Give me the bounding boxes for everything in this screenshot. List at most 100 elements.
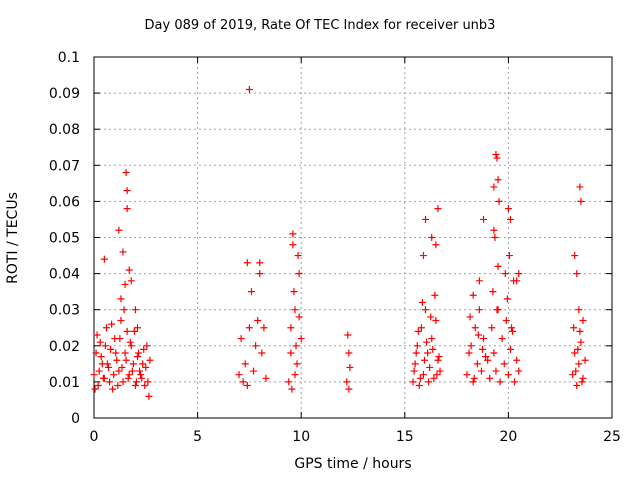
data-point xyxy=(145,392,153,400)
data-point xyxy=(415,382,423,390)
data-point xyxy=(127,342,135,350)
data-point xyxy=(119,378,127,386)
data-point xyxy=(422,306,430,314)
data-point xyxy=(344,331,352,339)
y-tick-label: 0.03 xyxy=(49,303,80,319)
data-point xyxy=(105,363,113,371)
data-point xyxy=(295,313,303,321)
x-tick-label: 5 xyxy=(193,429,202,445)
data-point xyxy=(125,266,133,274)
data-point xyxy=(291,371,299,379)
y-tick-label: 0.06 xyxy=(49,194,80,210)
data-point xyxy=(247,288,255,296)
data-point xyxy=(288,385,296,393)
data-point xyxy=(469,291,477,299)
tick-labels: 0 5 10 15 20 25 0 0.01 0.02 0.03 0.04 0.05 0.06 0.07 0… xyxy=(49,50,621,445)
data-point xyxy=(101,342,109,350)
data-point xyxy=(480,215,488,223)
data-point xyxy=(115,226,123,234)
data-point xyxy=(102,324,110,332)
data-point xyxy=(434,205,442,213)
data-point xyxy=(573,382,581,390)
data-point xyxy=(250,367,258,375)
data-point xyxy=(92,349,100,357)
data-point xyxy=(107,345,115,353)
data-point xyxy=(477,367,485,375)
y-tick-label: 0.05 xyxy=(49,231,80,247)
data-point xyxy=(123,327,131,335)
data-point xyxy=(434,356,442,364)
data-point xyxy=(425,378,433,386)
data-point xyxy=(430,374,438,382)
data-point xyxy=(142,363,150,371)
data-point xyxy=(289,230,297,238)
tick-marks xyxy=(93,56,613,419)
data-point xyxy=(103,360,111,368)
data-point xyxy=(513,277,521,285)
data-point xyxy=(123,187,131,195)
data-point xyxy=(96,338,104,346)
data-point xyxy=(289,241,297,249)
x-axis-label: GPS time / hours xyxy=(294,456,412,472)
data-point xyxy=(509,327,517,335)
data-point xyxy=(428,234,436,241)
data-point xyxy=(134,324,142,332)
y-axis-label: ROTI / TECUs xyxy=(5,192,21,284)
data-point xyxy=(426,363,434,371)
data-point xyxy=(100,255,108,263)
data-point xyxy=(417,324,425,332)
data-point xyxy=(258,349,266,357)
y-tick-label: 0.04 xyxy=(49,267,80,283)
data-point xyxy=(109,385,117,393)
data-point xyxy=(428,335,436,343)
x-tick-label: 0 xyxy=(90,429,99,445)
data-point xyxy=(411,360,419,368)
data-point xyxy=(414,327,422,335)
data-point xyxy=(141,382,149,390)
data-point xyxy=(108,320,116,328)
y-tick-label: 0.07 xyxy=(49,158,80,174)
data-point xyxy=(423,338,431,346)
chart-title: Day 089 of 2019, Rate Of TEC Index for r… xyxy=(144,18,496,33)
data-point xyxy=(500,360,508,368)
data-point xyxy=(413,342,421,350)
data-point xyxy=(471,324,479,332)
data-point xyxy=(93,331,101,339)
data-point xyxy=(136,367,144,375)
data-point xyxy=(235,371,243,379)
data-point xyxy=(112,349,120,357)
data-point xyxy=(345,385,353,393)
data-point xyxy=(416,374,424,382)
data-point xyxy=(419,371,427,379)
data-point xyxy=(116,335,124,343)
data-point xyxy=(287,349,295,357)
data-point xyxy=(245,324,253,332)
data-point xyxy=(132,378,140,386)
data-point xyxy=(345,349,353,357)
data-point xyxy=(138,374,146,382)
data-point xyxy=(117,317,125,325)
data-point xyxy=(473,360,481,368)
data-point xyxy=(504,205,512,213)
data-point xyxy=(469,378,477,386)
data-point xyxy=(114,382,122,390)
data-point xyxy=(574,345,582,353)
data-point xyxy=(482,353,490,361)
data-point xyxy=(494,262,502,270)
data-point xyxy=(475,306,483,314)
data-point xyxy=(291,306,299,314)
data-point xyxy=(129,360,137,368)
data-point xyxy=(95,367,103,375)
data-point xyxy=(346,363,354,371)
x-tick-label: 10 xyxy=(292,429,310,445)
data-point xyxy=(287,324,295,332)
data-point xyxy=(491,234,499,241)
data-point xyxy=(432,317,440,325)
data-point xyxy=(130,327,138,335)
data-point xyxy=(579,317,587,325)
data-point xyxy=(508,324,516,332)
data-point xyxy=(118,363,126,371)
data-point xyxy=(495,197,503,205)
data-point xyxy=(420,356,428,364)
data-point xyxy=(492,150,500,158)
